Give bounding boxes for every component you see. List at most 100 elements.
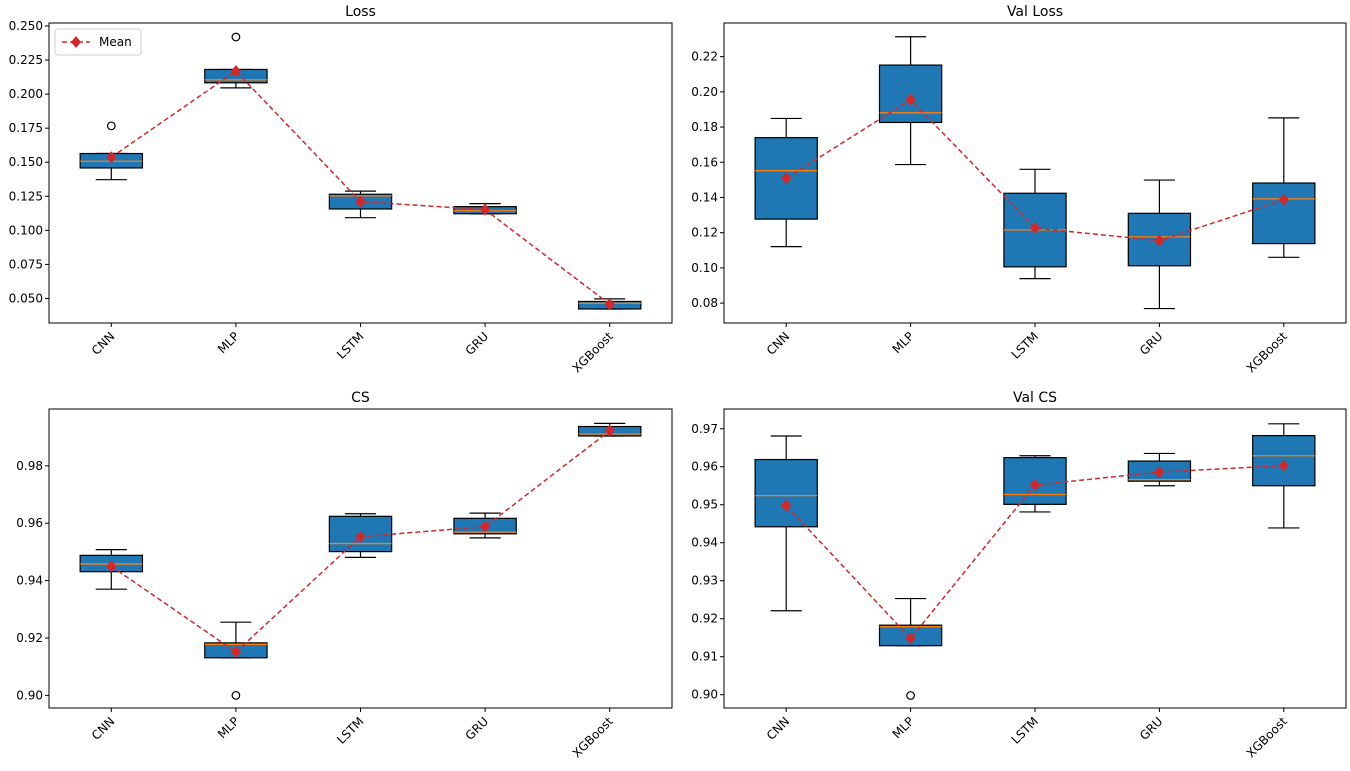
y-tick-label: 0.92 <box>691 612 718 626</box>
y-tick-label: 0.250 <box>9 19 43 33</box>
y-tick-label: 0.100 <box>9 223 43 237</box>
x-tick-label: LSTM <box>334 329 367 362</box>
x-tick-label: GRU <box>1137 329 1166 358</box>
y-tick-label: 0.94 <box>691 536 718 550</box>
box-cnn <box>754 435 818 612</box>
y-tick-label: 0.200 <box>9 87 43 101</box>
y-tick-label: 0.150 <box>9 155 43 169</box>
mean-marker <box>604 298 615 311</box>
outlier-point <box>106 121 116 131</box>
y-tick-label: 0.90 <box>691 688 718 702</box>
subplot-val-cs: Val CS 0.90 0.91 0.92 0.93 0.94 0.95 0.96 0.97 CN… <box>691 390 1347 760</box>
y-tick-label: 0.16 <box>691 155 718 169</box>
legend-box <box>54 28 142 56</box>
y-tick-label: 0.94 <box>16 574 43 588</box>
y-tick-label: 0.90 <box>16 688 43 702</box>
mean-marker <box>781 172 792 185</box>
outlier-point <box>906 691 915 700</box>
mean-marker <box>106 560 117 573</box>
box-xgboost <box>1252 117 1316 258</box>
box-mlp <box>878 597 943 700</box>
mean-marker <box>905 93 916 106</box>
y-tick-label: 0.125 <box>9 189 43 203</box>
mean-marker <box>480 203 491 216</box>
y-tick-label: 0.225 <box>9 53 43 67</box>
y-tick-label: 0.20 <box>691 85 718 99</box>
mean-marker <box>355 530 366 543</box>
box-xgboost <box>1252 423 1316 529</box>
subplot-loss: Loss 0.050 0.075 0.100 0.125 0.150 0.175 0.200 0… <box>9 4 673 375</box>
mean-marker <box>604 424 615 437</box>
axes-frame <box>48 408 673 709</box>
x-tick-label: XGBoost <box>1244 714 1290 760</box>
x-tick-label: XGBoost <box>570 714 616 760</box>
subplot-val-loss: Val Loss 0.08 0.10 0.12 0.14 0.16 0.18 0.20 0.22… <box>691 4 1347 375</box>
x-tick-label: MLP <box>890 714 917 741</box>
mean-marker <box>1154 234 1165 247</box>
y-tick-label: 0.10 <box>691 261 718 275</box>
outlier-point <box>231 32 241 42</box>
y-tick-label: 0.96 <box>691 460 718 474</box>
mean-marker <box>1278 459 1289 472</box>
y-tick-label: 0.075 <box>9 257 43 271</box>
x-tick-label: MLP <box>215 714 242 741</box>
mean-marker <box>230 646 241 659</box>
x-tick-label: CNN <box>89 714 118 743</box>
mean-marker <box>1278 193 1289 206</box>
y-tick-label: 0.08 <box>691 296 718 310</box>
box-mlp <box>878 36 943 166</box>
axes-frame <box>723 22 1347 324</box>
subplot-cs: CS 0.90 0.92 0.94 0.96 0.98 CNN MLP LSTM GRU XGBoo… <box>16 390 673 760</box>
diamond-icon <box>71 36 81 48</box>
legend: Mean <box>54 28 142 56</box>
y-tick-label: 0.22 <box>691 50 718 64</box>
x-tick-label: CNN <box>764 329 793 358</box>
x-tick-label: XGBoost <box>1244 329 1290 375</box>
subplot-title: Val CS <box>1013 390 1057 406</box>
x-tick-label: LSTM <box>334 714 367 747</box>
subplot-title: Val Loss <box>1007 4 1063 20</box>
y-tick-label: 0.98 <box>16 459 43 473</box>
box-mlp <box>204 621 268 700</box>
legend-label: Mean <box>99 35 132 49</box>
y-tick-label: 0.97 <box>691 422 718 436</box>
x-tick-label: GRU <box>463 329 492 358</box>
box-cnn <box>79 121 144 181</box>
box-mlp <box>204 32 268 89</box>
y-tick-label: 0.12 <box>691 226 718 240</box>
outlier-point <box>231 690 241 700</box>
mean-marker <box>1154 466 1165 479</box>
y-tick-label: 0.92 <box>16 631 43 645</box>
x-tick-label: MLP <box>215 329 242 356</box>
x-tick-label: CNN <box>764 714 793 743</box>
y-tick-label: 0.96 <box>16 516 43 530</box>
mean-marker <box>1030 478 1040 491</box>
subplot-title: CS <box>351 390 370 406</box>
box-iqr <box>1252 182 1316 245</box>
y-tick-label: 0.91 <box>691 650 718 664</box>
x-tick-label: XGBoost <box>570 329 616 375</box>
y-tick-label: 0.18 <box>691 120 718 134</box>
mean-line <box>110 70 611 305</box>
mean-marker <box>355 195 366 208</box>
mean-marker <box>1030 222 1040 235</box>
y-tick-label: 0.93 <box>691 574 718 588</box>
subplot-title: Loss <box>345 4 376 20</box>
box-iqr <box>754 458 818 528</box>
mean-marker <box>905 632 916 645</box>
x-tick-label: LSTM <box>1009 329 1042 362</box>
mean-marker <box>781 499 792 512</box>
axes-frame <box>723 408 1347 709</box>
mean-marker <box>106 151 117 164</box>
axes-frame <box>48 22 673 324</box>
x-tick-label: GRU <box>1137 714 1166 743</box>
mean-line <box>785 98 1285 242</box>
y-tick-label: 0.95 <box>691 498 718 512</box>
y-tick-label: 0.175 <box>9 121 43 135</box>
y-tick-label: 0.050 <box>9 291 43 305</box>
x-tick-label: MLP <box>890 329 917 356</box>
mean-marker <box>480 520 491 533</box>
x-tick-label: GRU <box>463 714 492 743</box>
mean-marker <box>230 65 241 78</box>
